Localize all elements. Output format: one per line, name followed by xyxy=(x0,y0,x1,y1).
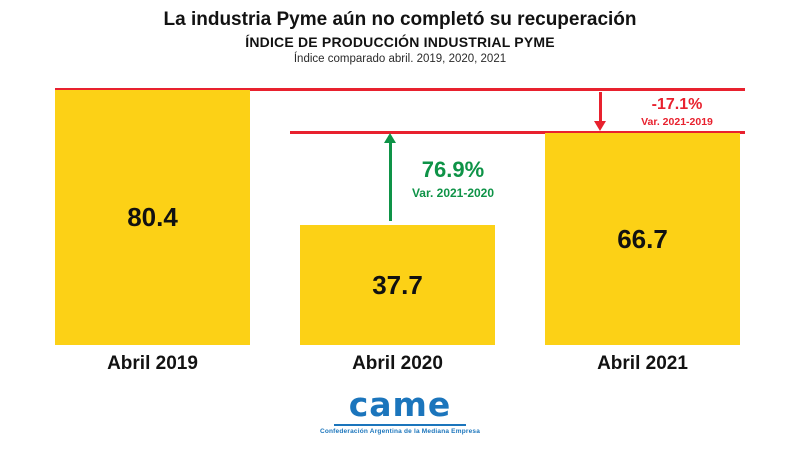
bar-abril-2019: 80.4 xyxy=(55,90,250,345)
x-axis-label-2021: Abril 2021 xyxy=(597,353,688,374)
decrease-arrow-icon xyxy=(594,92,606,133)
annotation-red-percent: -17.1% xyxy=(651,96,703,113)
chart-title: La industria Pyme aún no completó su rec… xyxy=(163,9,637,30)
came-logo-tagline: Confederación Argentina de la Mediana Em… xyxy=(319,428,481,435)
annotation-var-2021-2020: 76.9% Var. 2021-2020 xyxy=(398,157,508,200)
annotation-green-percent: 76.9% xyxy=(421,157,485,183)
came-logo-rule xyxy=(334,424,466,426)
came-logo: came Confederación Argentina de la Media… xyxy=(0,388,800,435)
annotation-green-sublabel: Var. 2021-2020 xyxy=(411,186,495,201)
reference-line-2021-level xyxy=(290,131,745,135)
chart-subtitle: ÍNDICE DE PRODUCCIÓN INDUSTRIAL PYME xyxy=(245,34,555,50)
reference-line-2019-level xyxy=(55,88,745,91)
increase-arrow-icon xyxy=(384,133,396,222)
bar-abril-2020: 37.7 xyxy=(300,225,495,345)
bar-value-2020: 37.7 xyxy=(372,269,423,300)
chart-caption: Índice comparado abril. 2019, 2020, 2021 xyxy=(293,53,507,65)
bar-value-2019: 80.4 xyxy=(127,202,178,232)
annotation-var-2021-2019: -17.1% Var. 2021-2019 xyxy=(612,96,742,128)
bar-abril-2021: 66.7 xyxy=(545,133,740,345)
x-axis-label-2020: Abril 2020 xyxy=(352,353,443,374)
x-axis-label-2019: Abril 2019 xyxy=(107,353,198,374)
bar-value-2021: 66.7 xyxy=(617,223,668,254)
came-logo-text: came xyxy=(348,385,452,424)
annotation-red-sublabel: Var. 2021-2019 xyxy=(641,116,713,128)
